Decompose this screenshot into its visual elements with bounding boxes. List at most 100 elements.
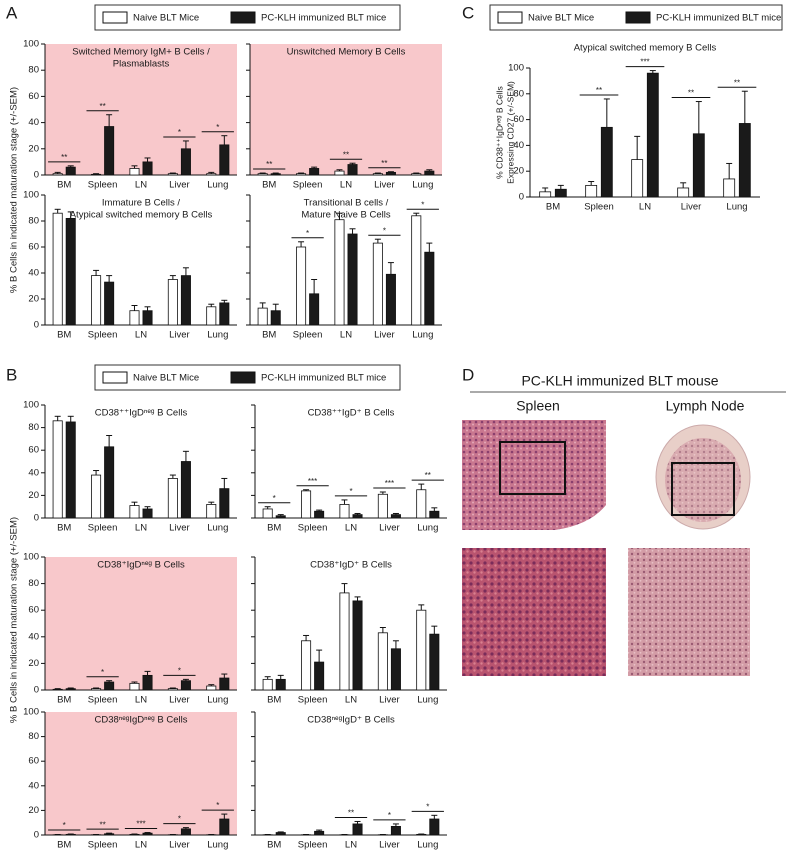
bar (390, 514, 401, 519)
bar (129, 833, 140, 836)
x-tick-label: LN (345, 695, 357, 706)
x-tick-label: Liver (379, 523, 400, 534)
panel-label: D (462, 365, 474, 384)
significance-label: * (388, 811, 391, 820)
chart-title: CD38⁺IgDⁿᵉᵍ B Cells (97, 560, 185, 571)
x-tick-label: Spleen (293, 180, 323, 191)
x-tick-label: LN (135, 695, 147, 706)
bar (377, 493, 388, 519)
bar (314, 830, 325, 836)
y-tick-label: 100 (508, 63, 524, 74)
x-tick-label: LN (135, 523, 147, 534)
x-tick-label: Lung (412, 330, 433, 341)
x-tick-label: Liver (169, 330, 190, 341)
significance-label: * (349, 487, 352, 496)
bar (646, 72, 659, 198)
legend-swatch (497, 11, 523, 24)
y-tick-label: 0 (34, 830, 39, 841)
bar (347, 164, 358, 176)
bar (309, 168, 320, 176)
x-tick-label: Spleen (88, 695, 118, 706)
bar (334, 219, 345, 326)
x-tick-label: LN (135, 840, 147, 850)
x-tick-label: Lung (417, 695, 438, 706)
x-tick-label: Liver (169, 523, 190, 534)
bar (372, 242, 383, 326)
x-tick-label: Lung (207, 695, 228, 706)
x-tick-label: Liver (379, 840, 400, 850)
bar (262, 508, 273, 519)
significance-label: ** (381, 159, 387, 168)
x-tick-label: BM (57, 180, 71, 191)
bar (347, 233, 358, 326)
bar (167, 173, 178, 176)
y-tick-label: 40 (28, 117, 39, 128)
bar (372, 173, 383, 176)
bar (65, 166, 76, 176)
legend-label: Naive BLT Mice (528, 13, 594, 24)
bar (167, 478, 178, 519)
bar (180, 680, 191, 691)
y-tick-label: 100 (23, 400, 39, 411)
y-tick-label: 20 (28, 294, 39, 305)
x-tick-label: Spleen (293, 330, 323, 341)
y-tick-label: 0 (34, 685, 39, 696)
chart-title: Mature Naive B Cells (301, 210, 390, 221)
x-tick-label: LN (135, 330, 147, 341)
y-axis-label: Expressing CD27 (+/-SEM) (505, 81, 515, 184)
x-tick-label: Liver (169, 840, 190, 850)
panel-label: B (6, 365, 17, 384)
chart-title: Plasmablasts (113, 59, 170, 70)
bar (301, 490, 312, 519)
bar (275, 832, 286, 836)
x-tick-label: Liver (169, 180, 190, 191)
x-tick-label: Lung (207, 180, 228, 191)
x-tick-label: Spleen (298, 695, 328, 706)
y-tick-label: 80 (28, 422, 39, 433)
y-tick-label: 60 (28, 445, 39, 456)
y-tick-label: 80 (28, 65, 39, 76)
bar (314, 661, 325, 691)
legend-label: Naive BLT Mice (133, 13, 199, 24)
significance-label: * (216, 123, 219, 132)
significance-label: ** (99, 102, 105, 111)
bar (334, 170, 345, 176)
bar (677, 187, 690, 198)
y-axis-label: % B Cells in indicated maturation stage … (9, 87, 20, 293)
bar (91, 275, 102, 326)
image-column-label: Spleen (516, 398, 560, 414)
significance-label: ** (343, 150, 349, 159)
bar (180, 828, 191, 836)
bar (429, 633, 440, 691)
significance-label: ** (425, 471, 431, 480)
spleen-zoom-image (462, 548, 606, 676)
y-tick-label: 100 (23, 190, 39, 201)
x-tick-label: Spleen (298, 523, 328, 534)
bar (52, 173, 63, 176)
y-tick-label: 100 (23, 552, 39, 563)
x-tick-label: BM (57, 840, 71, 850)
x-tick-label: Lung (417, 840, 438, 850)
x-tick-label: Spleen (584, 202, 614, 213)
x-tick-label: BM (546, 202, 560, 213)
x-tick-label: Lung (726, 202, 747, 213)
x-tick-label: LN (345, 840, 357, 850)
legend-swatch (102, 371, 128, 384)
x-tick-label: LN (639, 202, 651, 213)
lymph-node-zoom-image (628, 548, 750, 676)
chart-title: CD38⁺⁺IgDⁿᵉᵍ B Cells (95, 408, 188, 419)
bar (167, 688, 178, 691)
bar (104, 446, 115, 519)
legend-label: Naive BLT Mice (133, 373, 199, 384)
significance-label: ** (266, 160, 272, 169)
x-tick-label: Liver (379, 695, 400, 706)
bar (219, 818, 230, 836)
x-tick-label: BM (57, 695, 71, 706)
bar (206, 685, 217, 691)
chart-title: Unswitched Memory B Cells (287, 47, 406, 58)
y-tick-label: 40 (28, 268, 39, 279)
bar (129, 168, 140, 176)
significance-label: * (178, 128, 181, 137)
y-tick-label: 20 (28, 143, 39, 154)
bar (65, 688, 76, 691)
